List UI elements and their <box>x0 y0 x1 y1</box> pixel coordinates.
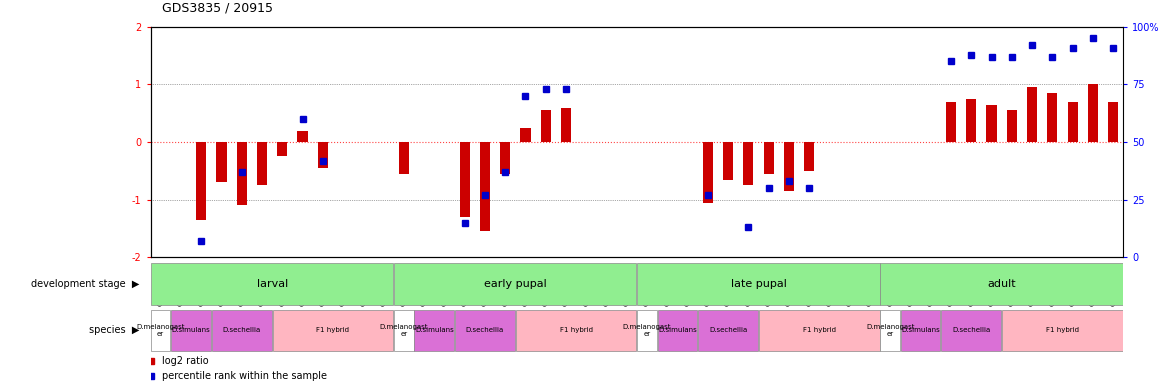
Text: adult: adult <box>988 279 1016 289</box>
Text: D.sechellia: D.sechellia <box>466 327 504 333</box>
Text: D.sechellia: D.sechellia <box>952 327 990 333</box>
Bar <box>966 99 976 142</box>
Text: F1 hybrid: F1 hybrid <box>1046 327 1079 333</box>
Text: F1 hybrid: F1 hybrid <box>559 327 593 333</box>
Bar <box>723 142 733 180</box>
Bar <box>217 142 227 182</box>
Text: development stage  ▶: development stage ▶ <box>30 279 139 289</box>
Bar <box>460 142 470 217</box>
Bar <box>698 310 758 351</box>
Text: D.simulans: D.simulans <box>901 327 940 333</box>
Bar <box>637 263 880 305</box>
Text: D.melanogast
er: D.melanogast er <box>866 324 915 337</box>
Bar <box>455 310 515 351</box>
Text: species  ▶: species ▶ <box>88 325 139 335</box>
Text: F1 hybrid: F1 hybrid <box>802 327 836 333</box>
Bar <box>804 142 814 171</box>
Bar <box>257 142 267 185</box>
Bar <box>758 310 880 351</box>
Bar <box>1087 84 1098 142</box>
Bar <box>415 310 454 351</box>
Bar <box>658 310 697 351</box>
Bar <box>743 142 754 185</box>
Bar <box>946 102 957 142</box>
Text: D.sechellia: D.sechellia <box>709 327 747 333</box>
Bar <box>500 142 511 174</box>
Bar <box>1047 93 1057 142</box>
Bar <box>880 310 900 351</box>
Bar <box>236 142 247 205</box>
Bar <box>784 142 794 191</box>
Bar <box>1108 102 1119 142</box>
Bar <box>560 108 571 142</box>
Bar <box>703 142 713 203</box>
Bar <box>272 310 394 351</box>
Bar <box>151 310 170 351</box>
Bar <box>317 142 328 168</box>
Bar <box>515 310 637 351</box>
Bar <box>941 310 1002 351</box>
Bar <box>394 310 413 351</box>
Text: GDS3835 / 20915: GDS3835 / 20915 <box>162 2 273 15</box>
Text: F1 hybrid: F1 hybrid <box>316 327 350 333</box>
Bar <box>298 131 308 142</box>
Bar <box>398 142 409 174</box>
Bar <box>1027 87 1038 142</box>
Bar <box>1006 111 1017 142</box>
Text: D.simulans: D.simulans <box>658 327 697 333</box>
Text: late pupal: late pupal <box>731 279 786 289</box>
Bar <box>987 104 997 142</box>
Bar <box>196 142 206 220</box>
Text: D.melanogast
er: D.melanogast er <box>380 324 428 337</box>
Text: D.melanogast
er: D.melanogast er <box>137 324 185 337</box>
Text: D.melanogast
er: D.melanogast er <box>623 324 672 337</box>
Bar <box>1002 310 1123 351</box>
Text: D.simulans: D.simulans <box>171 327 211 333</box>
Text: D.simulans: D.simulans <box>415 327 454 333</box>
Bar <box>171 310 211 351</box>
Bar <box>637 310 657 351</box>
Bar <box>212 310 272 351</box>
Bar <box>1068 102 1078 142</box>
Text: D.sechellia: D.sechellia <box>222 327 261 333</box>
Bar <box>880 263 1123 305</box>
Text: percentile rank within the sample: percentile rank within the sample <box>162 371 328 381</box>
Bar <box>394 263 637 305</box>
Bar <box>151 263 394 305</box>
Text: larval: larval <box>257 279 287 289</box>
Text: log2 ratio: log2 ratio <box>162 356 208 366</box>
Bar <box>479 142 490 231</box>
Bar <box>541 111 551 142</box>
Bar <box>901 310 940 351</box>
Bar <box>520 127 530 142</box>
Bar <box>763 142 774 174</box>
Text: early pupal: early pupal <box>484 279 547 289</box>
Bar <box>277 142 287 157</box>
